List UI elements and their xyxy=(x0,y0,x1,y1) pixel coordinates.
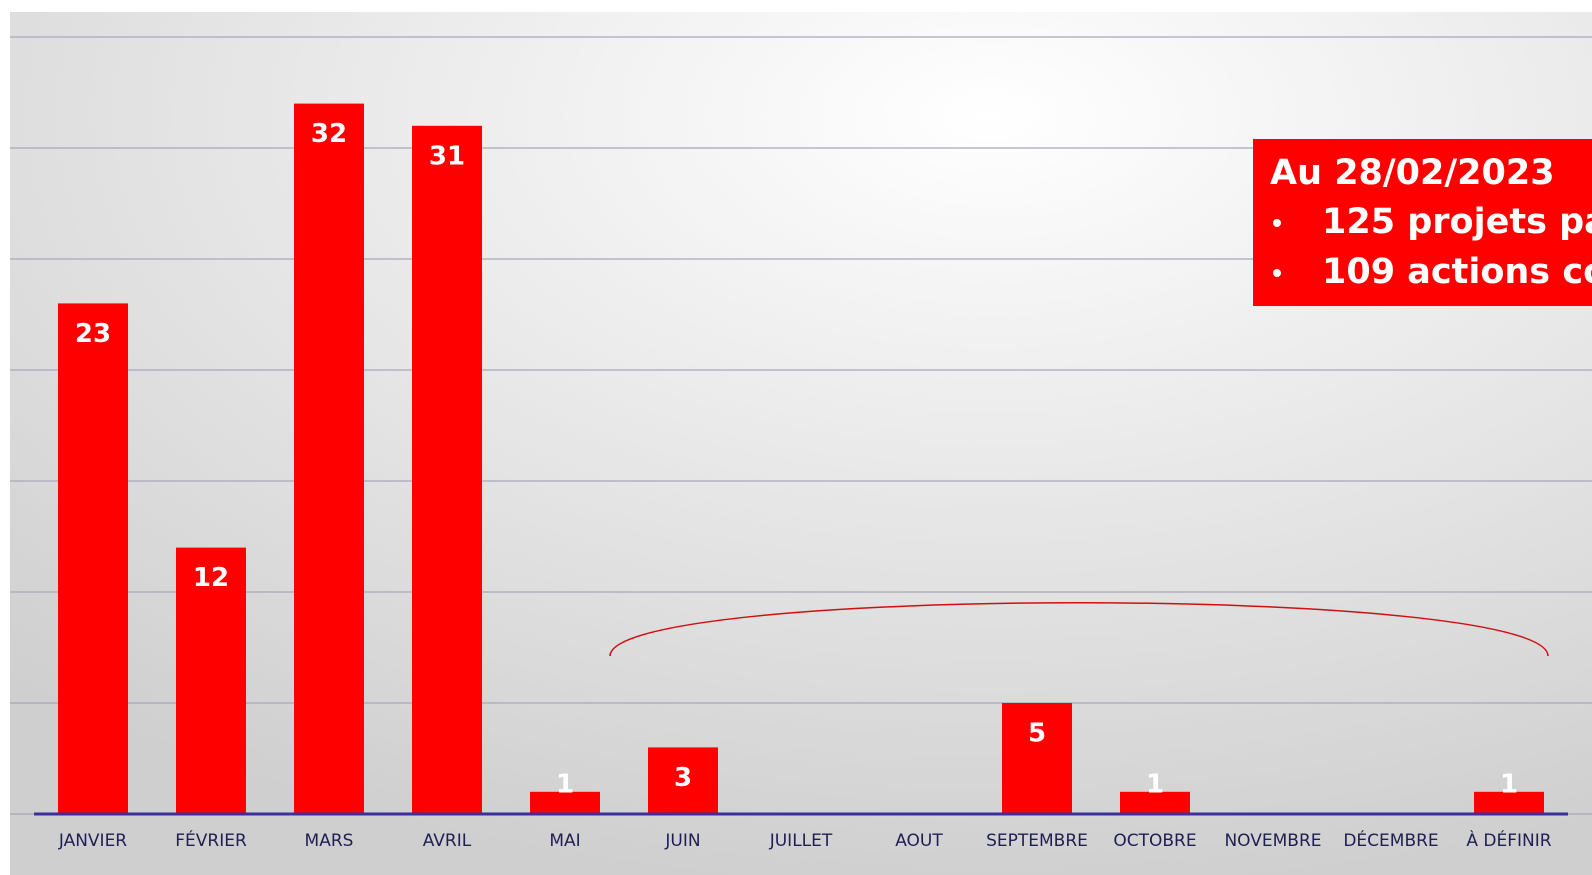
annotation-item: 125 projets pa xyxy=(1322,202,1592,242)
x-tick-label: NOVEMBRE xyxy=(1224,831,1321,851)
x-tick-label: JUILLET xyxy=(769,831,833,851)
x-tick-label: JANVIER xyxy=(58,831,127,851)
value-label: 23 xyxy=(75,319,111,349)
value-label: 1 xyxy=(556,770,574,800)
bracket xyxy=(609,602,1549,657)
annotation-box xyxy=(1253,139,1592,306)
value-label: 3 xyxy=(674,763,692,793)
x-tick-label: FÉVRIER xyxy=(175,829,247,851)
bar xyxy=(648,747,718,814)
x-tick-label: AOUT xyxy=(895,831,943,851)
x-tick-label: OCTOBRE xyxy=(1113,831,1196,851)
bar xyxy=(294,103,364,815)
annotation-item: 109 actions co xyxy=(1322,252,1592,292)
value-label: 1 xyxy=(1146,770,1164,800)
value-label: 31 xyxy=(429,141,465,171)
x-tick-label: JUIN xyxy=(664,831,700,851)
bar xyxy=(1120,791,1190,814)
x-tick-label: MARS xyxy=(305,831,354,851)
value-label: 1 xyxy=(1500,770,1518,800)
x-tick-label: AVRIL xyxy=(423,831,472,851)
bullet xyxy=(1273,269,1281,277)
bar xyxy=(530,791,600,814)
bar xyxy=(58,303,128,814)
bar xyxy=(1002,703,1072,814)
annotation-title: Au 28/02/2023 xyxy=(1270,153,1555,193)
x-tick-label: MAI xyxy=(549,831,580,851)
bar xyxy=(176,547,246,814)
value-label: 32 xyxy=(311,119,347,149)
x-tick-label: DÉCEMBRE xyxy=(1343,829,1438,851)
bullet xyxy=(1273,219,1281,227)
x-tick-label: SEPTEMBRE xyxy=(986,831,1088,851)
x-tick-label: À DÉFINIR xyxy=(1466,829,1551,851)
bar xyxy=(412,125,482,815)
bar xyxy=(1474,791,1544,814)
value-label: 12 xyxy=(193,563,229,593)
value-label: 5 xyxy=(1028,719,1046,749)
